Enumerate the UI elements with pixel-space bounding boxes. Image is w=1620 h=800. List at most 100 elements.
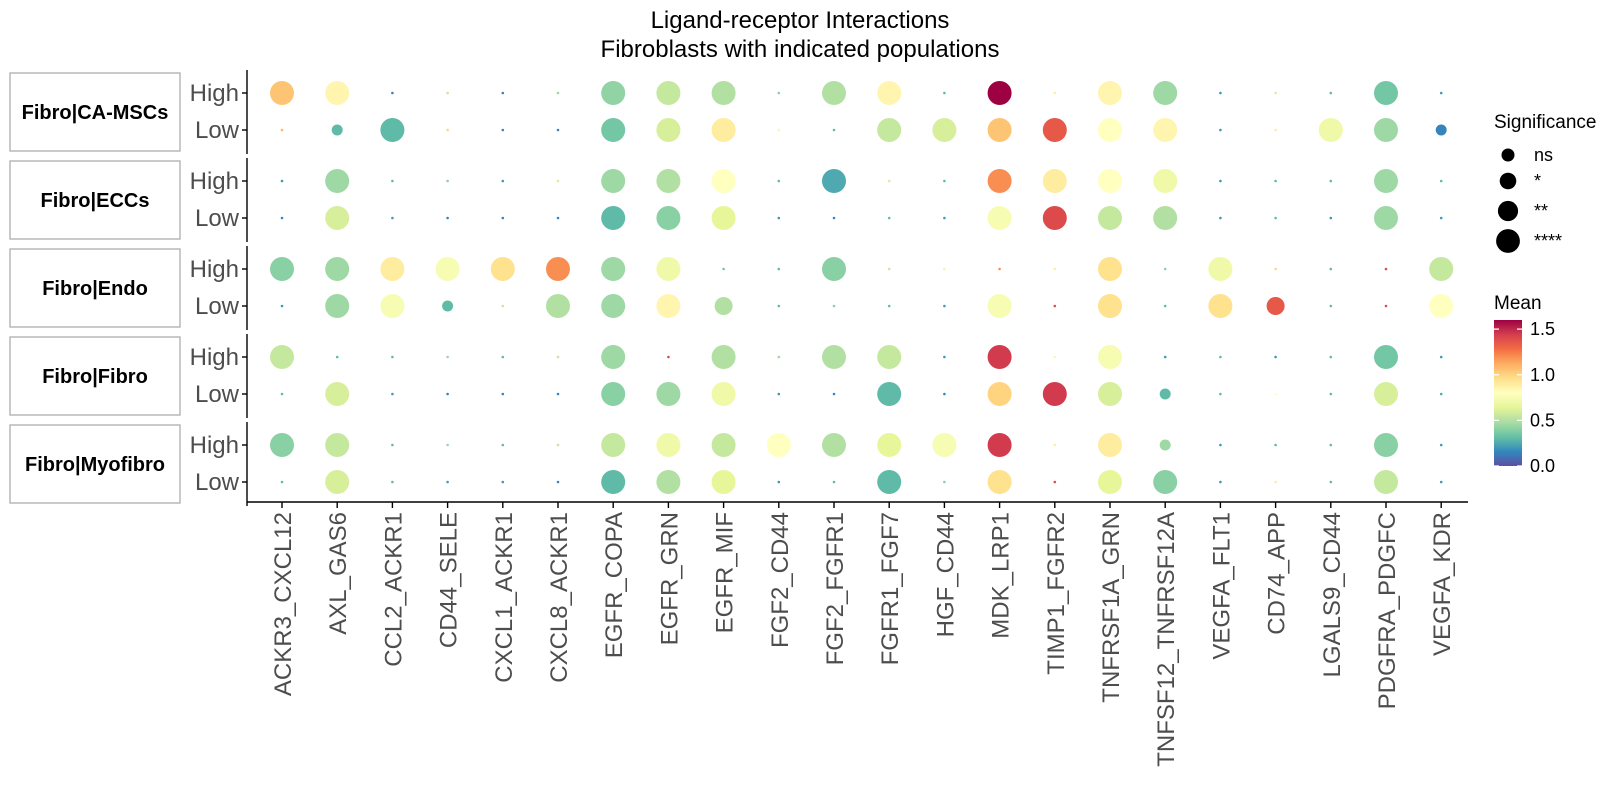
dot-point (556, 480, 560, 484)
dot-point (1098, 206, 1122, 230)
panel-strip-label: Fibro|Endo (42, 278, 148, 300)
dot-point (1153, 81, 1178, 105)
dot-point (887, 179, 891, 183)
dot-point (601, 118, 626, 142)
dot-point (932, 118, 957, 142)
color-legend-title: Mean (1494, 293, 1542, 314)
row-label-low: Low (195, 381, 240, 408)
dot-point (1274, 267, 1277, 271)
dot-point (1163, 355, 1167, 359)
dot-point (887, 304, 891, 308)
panel-strip (9, 72, 181, 152)
dot-point (601, 206, 626, 230)
dot-point (501, 392, 505, 396)
panel-strip-label: Fibro|Fibro (42, 366, 148, 388)
dot-point (380, 257, 405, 281)
dot-point (331, 124, 343, 136)
dot-point (325, 294, 350, 318)
dot-point (832, 304, 836, 308)
dot-point (832, 216, 836, 220)
dot-point (1374, 470, 1398, 494)
dot-point (656, 470, 681, 494)
dot-point (501, 480, 505, 484)
dot-point (1208, 294, 1233, 318)
dot-point (1053, 355, 1057, 359)
row-label-low: Low (195, 117, 240, 144)
dot-point (1042, 118, 1067, 142)
dot-point (325, 257, 350, 281)
x-tick-label: FGF2_FGFR1 (822, 512, 849, 665)
dot-point (667, 355, 670, 359)
dot-point (391, 392, 394, 396)
x-tick-label: EGFR_COPA (601, 512, 628, 658)
dot-point (556, 216, 560, 220)
dot-point (1053, 304, 1057, 308)
panel-strip (9, 160, 181, 240)
dot-point (556, 179, 560, 183)
dot-point (1439, 179, 1443, 183)
dot-point (1098, 118, 1122, 142)
dot-point (1159, 439, 1171, 451)
dot-point (1429, 294, 1454, 318)
dot-point (877, 81, 902, 105)
dot-point (391, 480, 394, 484)
dot-point (446, 179, 449, 183)
dot-point (887, 216, 891, 220)
dot-point (1274, 216, 1277, 220)
x-tick-label: HGF_CD44 (932, 512, 959, 637)
dot-point (1374, 382, 1398, 406)
dot-point (270, 433, 294, 457)
row-label-high: High (190, 168, 239, 195)
dot-point (380, 294, 405, 318)
dot-point (822, 81, 846, 105)
dot-point (325, 382, 350, 406)
dot-point (270, 345, 294, 369)
dot-point (1098, 169, 1122, 193)
dot-point (1159, 388, 1171, 400)
dot-point (1042, 382, 1067, 406)
dot-point (1153, 206, 1178, 230)
dot-point (501, 216, 505, 220)
dot-point (556, 91, 560, 95)
x-tick-label: EGFR_GRN (656, 512, 683, 645)
dot-point (1219, 392, 1222, 396)
dot-point (656, 206, 681, 230)
dot-point (446, 443, 449, 447)
dot-point (987, 433, 1012, 457)
dot-point (887, 267, 891, 271)
dot-point (987, 81, 1012, 105)
dot-point (546, 294, 570, 318)
x-tick-label: FGFR1_FGF7 (877, 512, 904, 665)
dot-point (711, 169, 736, 193)
dot-point (1429, 257, 1454, 281)
panel-strip (9, 336, 181, 416)
dot-point (1219, 355, 1222, 359)
row-label-high: High (190, 432, 239, 459)
dot-point (822, 345, 846, 369)
panel-fibro-myofibro: Fibro|Myofibro High Low (9, 422, 1443, 506)
dot-point (1384, 304, 1388, 308)
dot-point (556, 355, 560, 359)
dot-point (501, 304, 505, 308)
dot-point (832, 128, 836, 132)
size-legend-label: * (1534, 171, 1541, 191)
dot-point (987, 382, 1012, 406)
dot-point (1053, 91, 1057, 95)
row-label-low: Low (195, 293, 240, 320)
dot-point (601, 81, 626, 105)
dot-point (601, 294, 626, 318)
dot-point (1439, 392, 1443, 396)
dot-point (1274, 480, 1277, 484)
dot-point (1439, 216, 1443, 220)
dot-point (280, 128, 284, 132)
dot-point (1329, 91, 1333, 95)
dot-point (1053, 480, 1057, 484)
dot-point (1274, 179, 1277, 183)
dot-point (656, 169, 681, 193)
dot-point (1329, 179, 1333, 183)
dot-point (877, 345, 902, 369)
dot-point (546, 257, 570, 281)
panel-strip-label: Fibro|Myofibro (25, 454, 165, 476)
dot-point (1219, 443, 1222, 447)
dot-point (943, 355, 946, 359)
